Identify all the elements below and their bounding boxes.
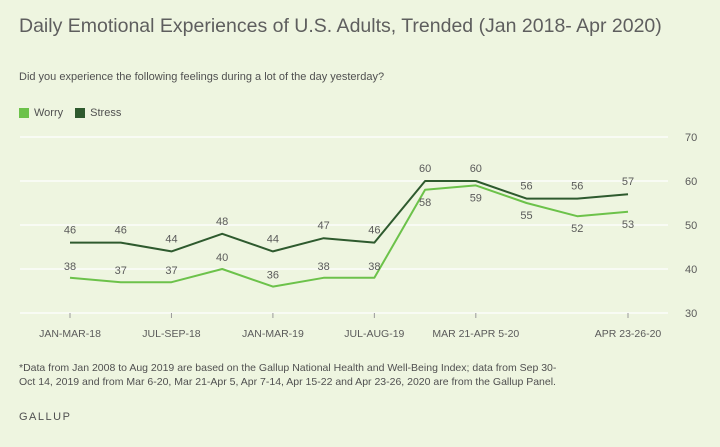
data-label-worry: 38 (368, 261, 380, 273)
chart-subtitle: Did you experience the following feeling… (19, 71, 385, 83)
x-tick-label: JAN-MAR-18 (39, 328, 101, 340)
footnote: *Data from Jan 2008 to Aug 2019 are base… (19, 362, 557, 388)
legend-label-worry: Worry (34, 107, 64, 119)
x-tick-label: APR 23-26-20 (595, 328, 662, 340)
data-label-stress: 56 (520, 181, 532, 193)
legend-item-stress: Stress (75, 107, 121, 119)
data-label-worry: 38 (64, 261, 76, 273)
x-tick-label: JUL-AUG-19 (344, 328, 404, 340)
legend-label-stress: Stress (90, 107, 122, 119)
legend-swatch-stress (75, 108, 86, 118)
y-tick-label: 40 (685, 264, 697, 276)
series-line-stress (70, 180, 629, 253)
data-label-stress: 60 (419, 163, 431, 175)
data-label-worry: 37 (115, 265, 127, 277)
data-label-worry: 55 (520, 210, 532, 222)
data-label-worry: 58 (419, 197, 431, 209)
data-label-stress: 47 (318, 220, 330, 232)
x-tick-label: MAR 21-APR 5-20 (432, 328, 519, 340)
data-label-worry: 37 (165, 265, 177, 277)
data-label-worry: 59 (470, 192, 482, 204)
data-label-worry: 53 (622, 219, 634, 231)
y-tick-label: 50 (685, 220, 697, 232)
data-label-stress: 56 (571, 181, 583, 193)
y-tick-label: 70 (685, 132, 697, 144)
data-label-worry: 40 (216, 252, 228, 264)
data-label-stress: 46 (64, 225, 76, 237)
chart-title: Daily Emotional Experiences of U.S. Adul… (19, 15, 662, 37)
x-tick-label: JAN-MAR-19 (242, 328, 304, 340)
series-line-worry (69, 184, 629, 288)
data-label-stress: 60 (470, 163, 482, 175)
y-tick-label: 60 (685, 176, 697, 188)
x-tick-label: JUL-SEP-18 (142, 328, 201, 340)
data-label-stress: 46 (115, 225, 127, 237)
data-label-stress: 57 (622, 176, 634, 188)
data-label-worry: 52 (571, 223, 583, 235)
legend: Worry Stress (19, 107, 133, 119)
legend-swatch-worry (19, 108, 29, 118)
y-tick-label: 30 (685, 308, 697, 320)
gallup-logo: GALLUP (19, 411, 72, 423)
data-label-worry: 38 (318, 261, 330, 273)
data-label-stress: 44 (165, 233, 177, 245)
data-label-stress: 44 (267, 233, 279, 245)
data-label-stress: 46 (368, 225, 380, 237)
legend-item-worry: Worry (19, 107, 63, 119)
data-label-stress: 48 (216, 216, 228, 228)
data-label-worry: 36 (267, 270, 279, 282)
